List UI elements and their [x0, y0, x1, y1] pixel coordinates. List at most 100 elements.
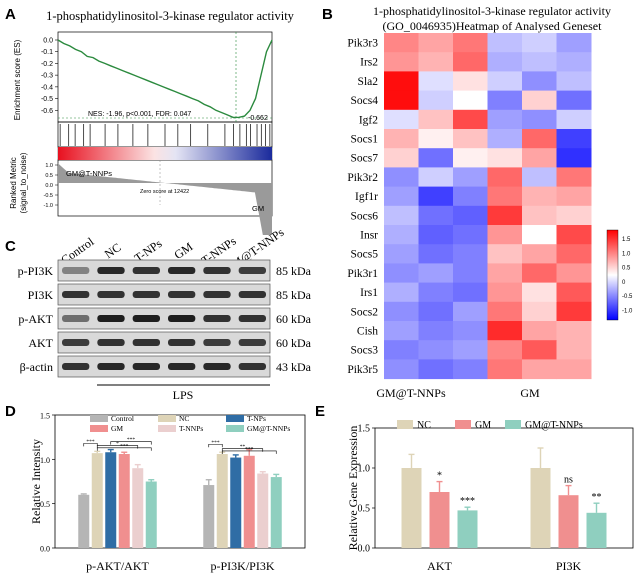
heatmap-cell [556, 71, 592, 92]
heatmap-cell [418, 225, 454, 245]
heatmap-gene-label: Pik3r2 [347, 172, 378, 184]
blot-kda-label: 60 kDa [276, 312, 312, 326]
category-label: p-PI3K/PI3K [210, 559, 274, 573]
heatmap-gene-label: Socs6 [351, 210, 379, 222]
blot-band [132, 339, 160, 346]
heatmap-cell [384, 71, 419, 92]
blot-band [238, 363, 266, 370]
bar-gm [558, 495, 579, 548]
heatmap-gene-label: Socs4 [351, 95, 379, 107]
heatmap-cell [453, 186, 488, 207]
blot-rows: p-PI3K 85 kDa PI3K 85 kDa p-AKT 60 kDa AKT 60 k… [18, 259, 312, 378]
heatmap-gene-label: Socs7 [351, 153, 379, 165]
heatmap-cell [453, 129, 488, 149]
blot-lane-label: NC [102, 240, 124, 261]
heatmap-cell [556, 244, 592, 264]
heatmap-cell [522, 90, 557, 111]
legend-label: GM@T-NNPs [247, 424, 290, 433]
heatmap-cell [384, 244, 419, 264]
heatmap-cell [487, 244, 523, 264]
blot-band [97, 291, 125, 298]
blot-band [203, 267, 231, 274]
heatmap-cell [522, 282, 557, 303]
heatmap-cell [384, 167, 419, 188]
heatmap-cell [384, 33, 419, 53]
bar-t-nnps [257, 473, 269, 548]
heatmap-cell [487, 282, 523, 303]
legend-label: Control [111, 414, 134, 423]
significance-mark: *** [120, 443, 129, 449]
heatmap-cell [453, 71, 488, 92]
heatmap-cell [384, 301, 419, 322]
y-tick-label: 0.5 [358, 504, 371, 515]
rank-color-bar [58, 147, 272, 160]
heatmap-cell [556, 109, 592, 130]
heatmap-cell [384, 359, 419, 380]
heatmap-cell [487, 205, 523, 226]
heatmap-cell [487, 109, 523, 130]
heatmap-cell [556, 321, 592, 341]
bar-gm [243, 455, 255, 548]
heatmap-cell [418, 301, 454, 322]
bar-control [78, 494, 90, 548]
colorbar-tick-label: 1.5 [622, 237, 631, 243]
panel-letter-a: A [5, 6, 16, 23]
heatmap-cell [384, 340, 419, 360]
heatmap-cell [453, 148, 488, 168]
bar-t-nnps [132, 468, 144, 548]
heatmap-cell [522, 263, 557, 284]
heatmap-group-right: GM [520, 386, 540, 400]
y-tick-label: 0.0 [358, 544, 371, 555]
heatmap-gene-label: Igf2 [359, 114, 378, 126]
heatmap-cell [384, 321, 419, 341]
heatmap-cell [487, 321, 523, 341]
heatmap-cell [453, 263, 488, 284]
heatmap-cell [487, 71, 523, 92]
bar-gm-t-nnps [270, 477, 282, 548]
lps-label: LPS [173, 388, 194, 400]
heatmap-gene-label: Socs3 [351, 345, 379, 357]
heatmap-group-left: GM@T-NNPs [376, 386, 446, 400]
heatmap-cell [384, 186, 419, 207]
heatmap-cell [522, 109, 557, 130]
heatmap-cell [453, 282, 488, 303]
legend-label: T-NPs [247, 414, 266, 423]
heatmap-gene-label: Pik3r3 [347, 38, 378, 50]
heatmap-cell [418, 52, 454, 72]
es-tick-label: 0.0 [43, 38, 53, 45]
blot-kda-label: 43 kDa [276, 360, 312, 374]
heatmap-gene-label: Socs5 [351, 249, 379, 261]
chart-frame [374, 427, 634, 549]
legend-label: T-NNPs [179, 424, 203, 433]
blot-band [132, 267, 160, 274]
heatmap-cell [418, 167, 454, 188]
blot-strip [57, 355, 271, 378]
heatmap-cell [418, 359, 454, 380]
gsea-title: 1-phosphatidylinositol-3-kinase regulato… [46, 9, 295, 23]
ranked-tick-label: 0.5 [45, 173, 53, 179]
heatmap-gene-label: Irs1 [360, 287, 378, 299]
heatmap-cell [418, 321, 454, 341]
heatmap-cell [418, 282, 454, 303]
heatmap-gene-label: Socs2 [351, 306, 379, 318]
es-axis-label: Enrichment score (ES) [13, 39, 22, 120]
group-label-left: GM@T-NNPs [66, 169, 112, 178]
panel-letter-e: E [315, 403, 326, 420]
heatmap-cell [487, 167, 523, 188]
heatmap-cell [556, 282, 592, 303]
heatmap-cell [418, 244, 454, 264]
heatmap-cell [487, 340, 523, 360]
blot-row-label: AKT [28, 336, 53, 350]
heatmap-cell [487, 129, 523, 149]
significance-mark: *** [460, 496, 475, 507]
colorbar-tick-label: 0 [622, 280, 626, 286]
es-tick-label: -0.1 [41, 49, 53, 56]
heatmap-cell [453, 33, 488, 53]
heatmap-cell [487, 33, 523, 53]
colorbar-tick-label: -1.0 [622, 309, 633, 315]
heatmap-cell [418, 90, 454, 111]
heatmap-cell [487, 225, 523, 245]
bar-nc [91, 453, 103, 548]
es-curve-line [57, 39, 273, 119]
heatmap-cell [418, 109, 454, 130]
